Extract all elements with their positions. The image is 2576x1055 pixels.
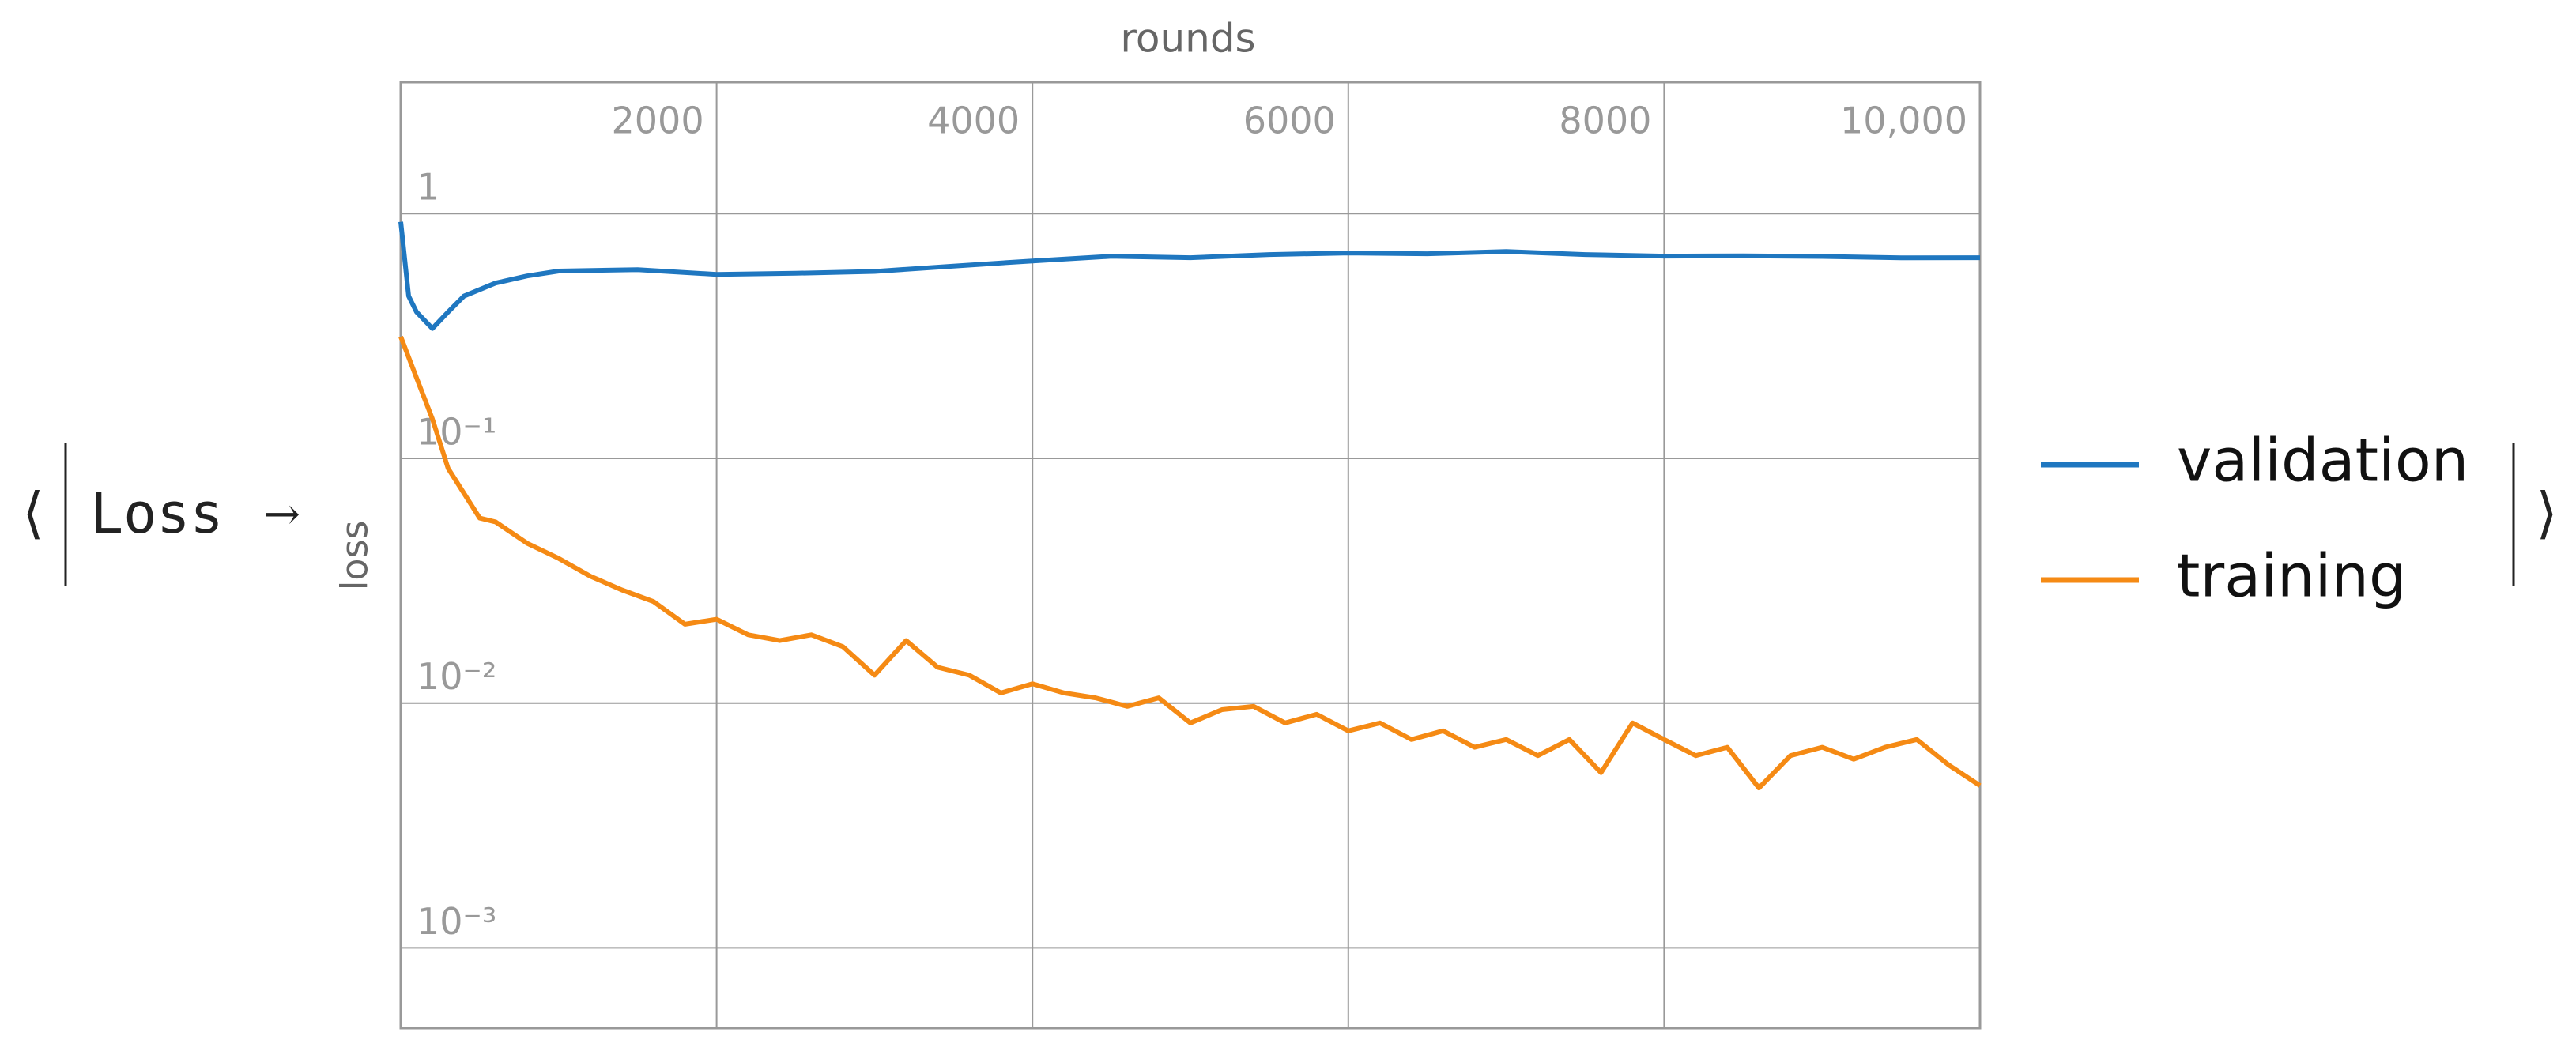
y-axis-title: loss <box>334 521 376 591</box>
y-tick-label: 10⁻¹ <box>417 410 496 453</box>
y-tick-label: 1 <box>417 166 439 209</box>
x-tick-label: 10,000 <box>1840 100 1967 142</box>
x-tick-label: 4000 <box>927 100 1020 142</box>
open-bracket: ⟨ <box>22 480 43 545</box>
series-line <box>398 335 1982 791</box>
legend-label: training <box>2177 541 2407 611</box>
x-tick-label: 2000 <box>612 100 704 142</box>
series-line <box>398 221 1981 331</box>
x-axis-title: rounds <box>1120 16 1255 62</box>
x-tick-label: 8000 <box>1559 100 1651 142</box>
arrow: → <box>263 489 300 541</box>
legend-label: validation <box>2177 426 2469 495</box>
y-tick-label: 10⁻² <box>417 655 496 698</box>
x-tick-label: 6000 <box>1243 100 1336 142</box>
key: Loss <box>90 481 224 546</box>
close-bracket: ⟩ <box>2536 480 2557 545</box>
plot-frame <box>399 81 1982 1030</box>
y-tick-label: 10⁻³ <box>417 900 496 943</box>
